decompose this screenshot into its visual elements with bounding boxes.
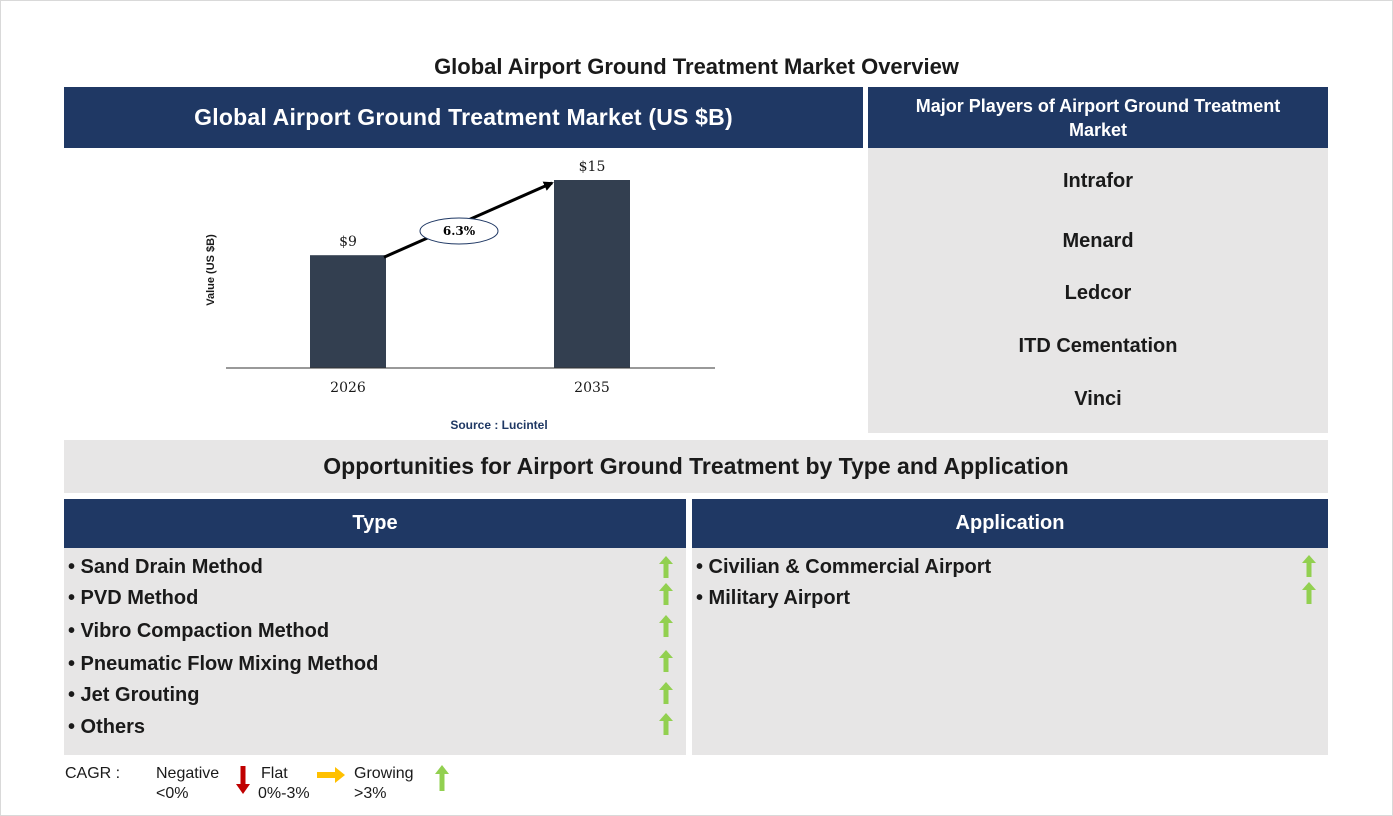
opportunities-banner: Opportunities for Airport Ground Treatme… <box>64 440 1328 493</box>
chart-source: Source : Lucintel <box>450 418 547 432</box>
bar-2026 <box>310 255 386 368</box>
chart-header: Global Airport Ground Treatment Market (… <box>64 87 863 148</box>
player-item: Intrafor <box>1063 170 1133 192</box>
application-item: • Military Airport <box>696 587 851 609</box>
player-item: Menard <box>1062 230 1134 252</box>
legend-negative-range: <0% <box>156 785 189 802</box>
up-arrow-icon <box>659 583 673 605</box>
legend-growing: Growing >3% <box>354 764 414 804</box>
type-panel: • Sand Drain Method • PVD Method • Vibro… <box>64 548 686 755</box>
cagr-ellipse <box>419 217 499 245</box>
bar-2035 <box>554 180 630 368</box>
up-arrow-icon <box>659 556 673 578</box>
application-panel: • Civilian & Commercial Airport • Milita… <box>692 548 1328 755</box>
player-item: ITD Cementation <box>1018 335 1178 357</box>
up-arrow-icon <box>659 713 673 735</box>
application-item: • Civilian & Commercial Airport <box>696 556 992 578</box>
type-item: • Jet Grouting <box>68 684 200 706</box>
up-arrow-icon <box>659 682 673 704</box>
legend-growing-range: >3% <box>354 785 387 802</box>
market-size-chart: Value (US $B) 6.3% $9 2026 $15 2035 Source … <box>205 159 715 432</box>
legend-growing-name: Growing <box>354 765 414 782</box>
right-arrow-icon <box>317 767 345 783</box>
type-item: • Others <box>68 716 146 738</box>
down-arrow-icon <box>236 766 250 794</box>
players-panel: Intrafor Menard Ledcor ITD Cementation V… <box>868 148 1328 433</box>
application-header: Application <box>692 499 1328 548</box>
data-label-2035: $15 <box>579 159 606 175</box>
type-item: • Sand Drain Method <box>68 556 263 578</box>
legend-flat: Flat 0%-3% <box>258 764 310 804</box>
up-arrow-icon <box>435 765 449 791</box>
up-arrow-icon <box>1302 555 1316 577</box>
x-tick-label-2026: 2026 <box>330 380 366 396</box>
legend-flat-name: Flat <box>261 765 288 782</box>
player-item: Ledcor <box>1064 282 1132 304</box>
cagr-label: 6.3% <box>443 224 476 238</box>
type-item: • Vibro Compaction Method <box>68 620 330 642</box>
legend-cagr-label: CAGR : <box>65 765 121 782</box>
page-title: Global Airport Ground Treatment Market O… <box>434 54 959 79</box>
up-arrow-icon <box>659 650 673 672</box>
y-axis-label: Value (US $B) <box>205 234 217 306</box>
legend-negative-name: Negative <box>156 765 220 782</box>
data-label-2026: $9 <box>339 234 357 250</box>
type-header: Type <box>64 499 686 548</box>
legend-negative: Negative <0% <box>156 764 219 804</box>
up-arrow-icon <box>1302 582 1316 604</box>
type-item: • PVD Method <box>68 587 199 609</box>
player-item: Vinci <box>1074 388 1122 410</box>
legend-flat-range: 0%-3% <box>258 785 310 802</box>
up-arrow-icon <box>659 615 673 637</box>
x-tick-label-2035: 2035 <box>574 380 610 396</box>
type-item: • Pneumatic Flow Mixing Method <box>68 653 379 675</box>
players-header: Major Players of Airport Ground Treatmen… <box>868 87 1328 148</box>
